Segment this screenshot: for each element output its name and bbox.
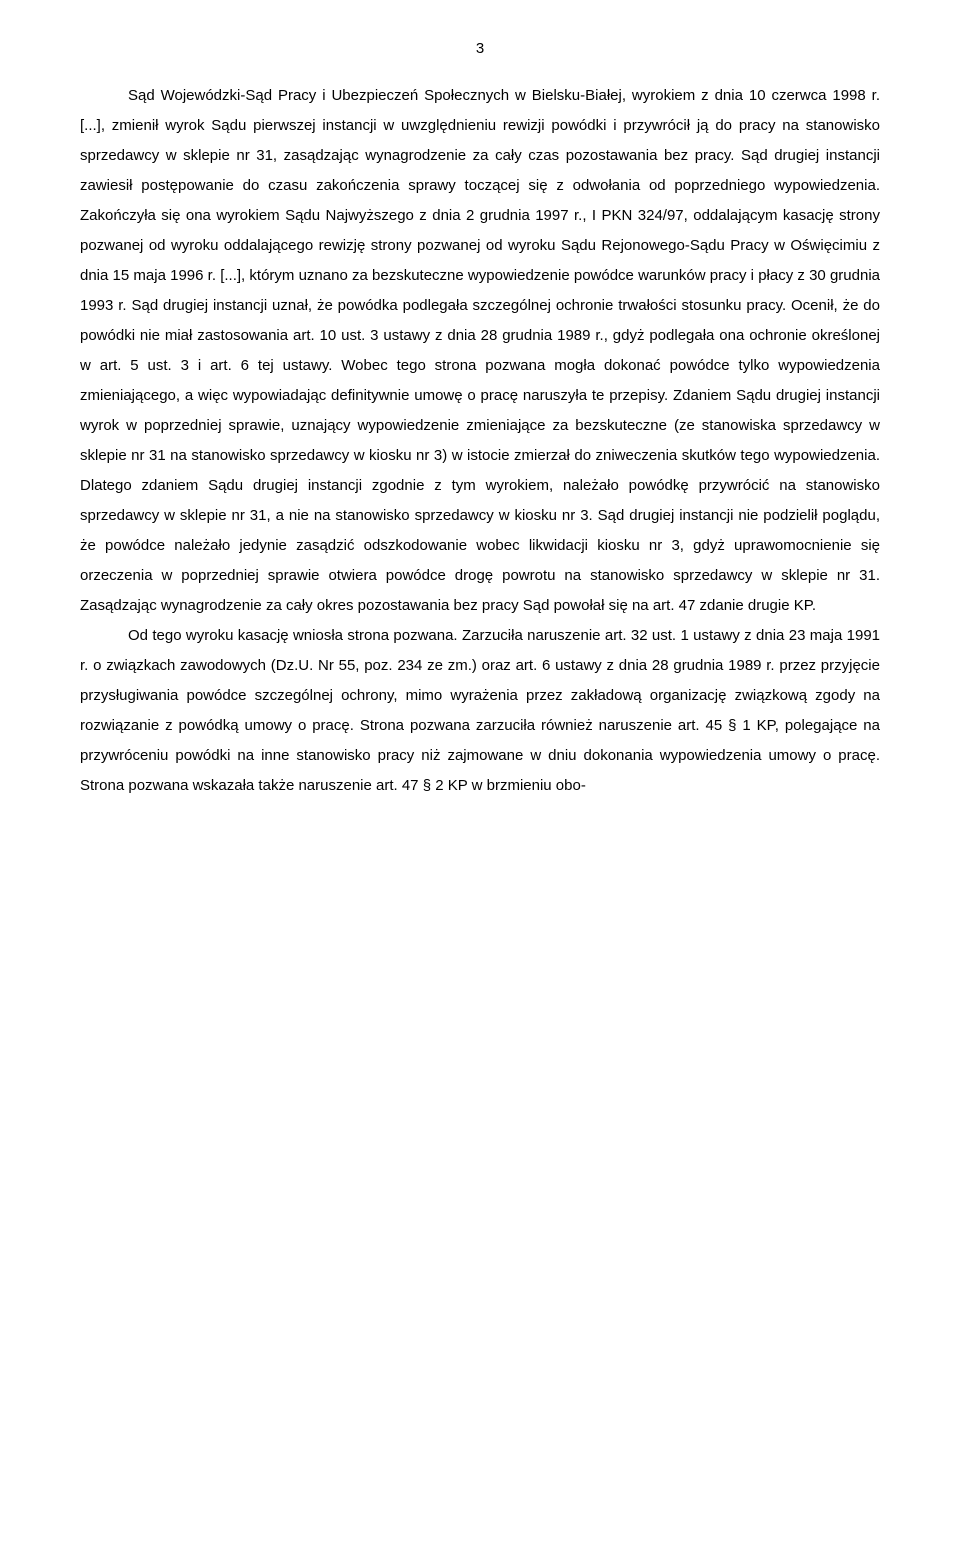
page-number: 3 xyxy=(80,40,880,57)
body-paragraph-2: Od tego wyroku kasację wniosła strona po… xyxy=(80,621,880,801)
body-paragraph-1: Sąd Wojewódzki-Sąd Pracy i Ubezpieczeń S… xyxy=(80,81,880,621)
